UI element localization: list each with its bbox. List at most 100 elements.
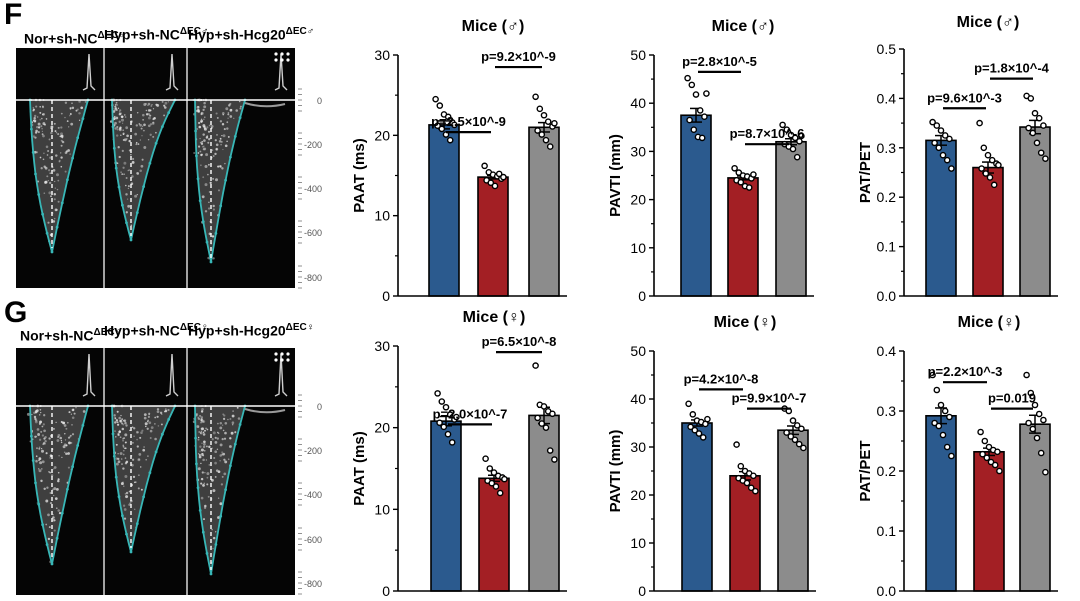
speckle <box>206 476 209 479</box>
speckle <box>33 150 37 154</box>
bar-3 <box>777 429 809 592</box>
echo-artifact <box>244 408 286 414</box>
data-point <box>540 403 548 410</box>
speckle <box>137 173 139 175</box>
data-point <box>704 415 711 423</box>
echo-label: Nor+sh-NCΔEC♂ <box>24 30 127 47</box>
y-tick-label: 20 <box>630 487 646 503</box>
trace-point <box>41 523 44 527</box>
speckle <box>66 120 69 122</box>
speckle <box>205 153 209 157</box>
speckle <box>121 122 124 124</box>
trace-point <box>238 116 242 120</box>
scale-marker <box>280 352 284 356</box>
p-value-label: p=2.2×10^-3 <box>928 364 1003 379</box>
speckle <box>34 120 36 123</box>
p-value-label: p=0.019 <box>988 391 1036 406</box>
speckle <box>117 107 120 109</box>
speckle <box>214 461 217 465</box>
speckle <box>201 471 204 474</box>
speckle <box>139 436 142 439</box>
speckle <box>229 418 232 420</box>
data-point <box>979 450 986 458</box>
speckle <box>139 123 142 127</box>
data-point <box>948 452 955 460</box>
speckle <box>38 459 40 462</box>
speckle <box>115 101 118 104</box>
speckle <box>61 140 65 144</box>
speckle <box>122 129 125 132</box>
data-point <box>691 426 699 434</box>
speckle <box>115 419 119 422</box>
speckle <box>200 477 204 481</box>
velocity-tick-label: 0 <box>317 402 322 412</box>
y-tick-label: 40 <box>630 391 646 407</box>
bar-1 <box>430 420 462 592</box>
speckle <box>115 462 119 466</box>
speckle <box>119 112 122 115</box>
speckle <box>119 419 122 423</box>
speckle <box>114 417 117 419</box>
speckle <box>75 406 77 409</box>
speckle <box>149 114 152 117</box>
trace-point <box>112 146 116 150</box>
speckle <box>207 130 211 133</box>
data-point <box>789 145 797 153</box>
y-tick-label: 20 <box>374 127 390 143</box>
speckle <box>221 437 224 441</box>
speckle <box>228 445 232 448</box>
data-point <box>941 407 949 415</box>
speckle <box>160 423 163 426</box>
speckle <box>199 445 202 448</box>
speckle <box>63 424 67 427</box>
trace-point <box>219 204 223 208</box>
chart-title: Mice (♀) <box>958 314 1021 331</box>
speckle <box>60 441 63 444</box>
speckle <box>64 170 67 173</box>
echo-image-row: 0 -200 -400 -600 -800 <box>16 48 322 289</box>
speckle <box>114 417 117 420</box>
speckle <box>202 458 205 462</box>
speckle <box>199 450 201 452</box>
data-point <box>935 144 943 152</box>
speckle <box>125 211 128 214</box>
y-tick-label: 0.4 <box>877 343 897 359</box>
y-tick-label: 0.3 <box>877 140 897 156</box>
speckle <box>113 414 116 417</box>
speckle <box>136 445 139 448</box>
speckle <box>120 458 123 460</box>
data-point <box>542 424 550 431</box>
y-tick-label: 0.2 <box>877 189 897 205</box>
speckle <box>54 130 57 133</box>
speckle <box>200 164 202 167</box>
speckle <box>217 470 221 474</box>
p-value-label: p=1.8×10^-4 <box>974 61 1050 76</box>
speckle <box>32 108 35 111</box>
speckle <box>221 475 224 478</box>
speckle <box>200 142 204 145</box>
data-point <box>981 437 989 445</box>
trace-point <box>195 154 198 158</box>
speckle <box>116 421 119 424</box>
speckle <box>152 121 155 124</box>
speckle <box>228 104 231 107</box>
speckle <box>207 141 210 144</box>
data-point <box>551 119 558 127</box>
bar-chart: 0 10 20 30 PAAT (ms) Mice (♂) p=2.5×10^-9 p=9.2… <box>351 18 567 304</box>
speckle <box>143 416 147 420</box>
trace-point <box>114 475 118 479</box>
speckle <box>122 453 125 456</box>
trace-point <box>121 203 124 207</box>
data-point <box>1040 122 1047 129</box>
speckle <box>204 472 206 474</box>
speckle <box>226 121 229 124</box>
data-point <box>996 467 1003 475</box>
data-point <box>481 162 488 170</box>
p-value-label: p=4.2×10^-8 <box>684 371 759 386</box>
data-point <box>540 111 548 119</box>
speckle <box>49 181 52 185</box>
data-point <box>995 161 1002 169</box>
data-point <box>534 414 541 422</box>
speckle <box>212 208 215 211</box>
speckle <box>123 138 127 142</box>
